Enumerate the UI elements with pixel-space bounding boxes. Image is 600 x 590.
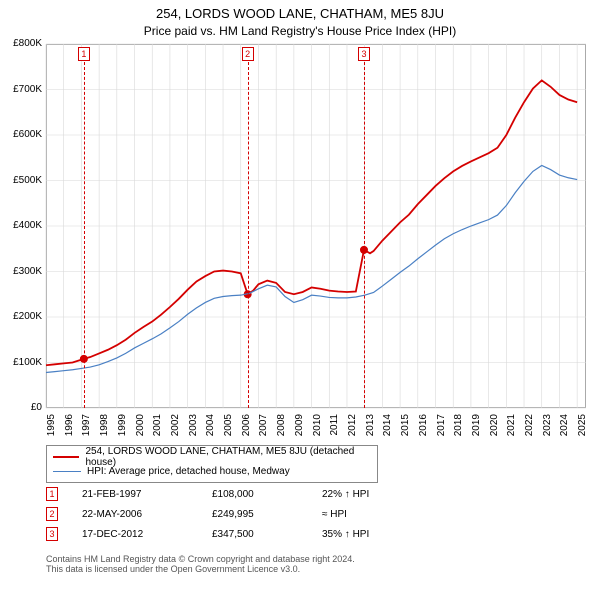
y-tick-label: £100K: [0, 357, 42, 368]
y-tick-label: £400K: [0, 220, 42, 231]
y-tick-label: £500K: [0, 175, 42, 186]
footer-line-2: This data is licensed under the Open Gov…: [46, 564, 355, 574]
sale-date: 22-MAY-2006: [82, 509, 212, 520]
legend-label: HPI: Average price, detached house, Medw…: [87, 466, 290, 477]
footer-line-1: Contains HM Land Registry data © Crown c…: [46, 554, 355, 564]
y-tick-label: £700K: [0, 84, 42, 95]
x-tick-label: 2014: [382, 414, 393, 444]
x-tick-label: 1996: [64, 414, 75, 444]
x-tick-label: 2008: [276, 414, 287, 444]
event-vline: [84, 62, 85, 408]
x-tick-label: 2009: [294, 414, 305, 444]
footer-text: Contains HM Land Registry data © Crown c…: [46, 554, 355, 574]
x-tick-label: 2020: [489, 414, 500, 444]
x-tick-label: 2011: [329, 414, 340, 444]
legend-swatch: [53, 471, 81, 472]
x-tick-label: 2024: [559, 414, 570, 444]
sale-row: 1 21-FEB-1997£108,00022% ↑ HPI: [46, 487, 422, 501]
sale-row: 2 22-MAY-2006£249,995≈ HPI: [46, 507, 422, 521]
x-tick-label: 2021: [506, 414, 517, 444]
x-tick-label: 2010: [312, 414, 323, 444]
y-tick-label: £200K: [0, 311, 42, 322]
event-vline: [248, 62, 249, 408]
x-tick-label: 2006: [241, 414, 252, 444]
sale-price: £249,995: [212, 509, 322, 520]
x-tick-label: 2000: [135, 414, 146, 444]
sale-price: £108,000: [212, 489, 322, 500]
legend: 254, LORDS WOOD LANE, CHATHAM, ME5 8JU (…: [46, 445, 378, 483]
x-tick-label: 2001: [152, 414, 163, 444]
y-tick-label: £300K: [0, 266, 42, 277]
x-tick-label: 1998: [99, 414, 110, 444]
legend-swatch: [53, 456, 79, 458]
y-tick-label: £800K: [0, 38, 42, 49]
plot-svg: [46, 44, 586, 408]
sale-number-badge: 3: [46, 527, 58, 541]
x-tick-label: 2017: [436, 414, 447, 444]
x-tick-label: 2022: [524, 414, 535, 444]
x-tick-label: 2015: [400, 414, 411, 444]
sale-number-badge: 1: [46, 487, 58, 501]
sale-price: £347,500: [212, 529, 322, 540]
x-tick-label: 1995: [46, 414, 57, 444]
sale-row: 3 17-DEC-2012£347,50035% ↑ HPI: [46, 527, 422, 541]
x-tick-label: 2007: [258, 414, 269, 444]
x-tick-label: 2019: [471, 414, 482, 444]
x-tick-label: 2018: [453, 414, 464, 444]
y-tick-label: £600K: [0, 129, 42, 140]
legend-item: 254, LORDS WOOD LANE, CHATHAM, ME5 8JU (…: [53, 450, 371, 464]
sale-number-badge: 2: [46, 507, 58, 521]
x-tick-label: 1999: [117, 414, 128, 444]
x-tick-label: 2013: [365, 414, 376, 444]
sale-delta: ≈ HPI: [322, 509, 422, 520]
x-tick-label: 1997: [81, 414, 92, 444]
x-tick-label: 2023: [542, 414, 553, 444]
x-tick-label: 2005: [223, 414, 234, 444]
sale-delta: 35% ↑ HPI: [322, 529, 422, 540]
x-tick-label: 2002: [170, 414, 181, 444]
sale-date: 21-FEB-1997: [82, 489, 212, 500]
chart-container: 254, LORDS WOOD LANE, CHATHAM, ME5 8JU P…: [0, 0, 600, 590]
x-tick-label: 2004: [205, 414, 216, 444]
event-marker: 2: [242, 47, 254, 61]
x-tick-label: 2012: [347, 414, 358, 444]
chart-subtitle: Price paid vs. HM Land Registry's House …: [0, 21, 600, 38]
x-tick-label: 2003: [188, 414, 199, 444]
event-marker: 1: [78, 47, 90, 61]
sale-delta: 22% ↑ HPI: [322, 489, 422, 500]
event-vline: [364, 62, 365, 408]
x-tick-label: 2025: [577, 414, 588, 444]
y-tick-label: £0: [0, 402, 42, 413]
chart-title: 254, LORDS WOOD LANE, CHATHAM, ME5 8JU: [0, 0, 600, 21]
event-marker: 3: [358, 47, 370, 61]
sale-date: 17-DEC-2012: [82, 529, 212, 540]
x-tick-label: 2016: [418, 414, 429, 444]
